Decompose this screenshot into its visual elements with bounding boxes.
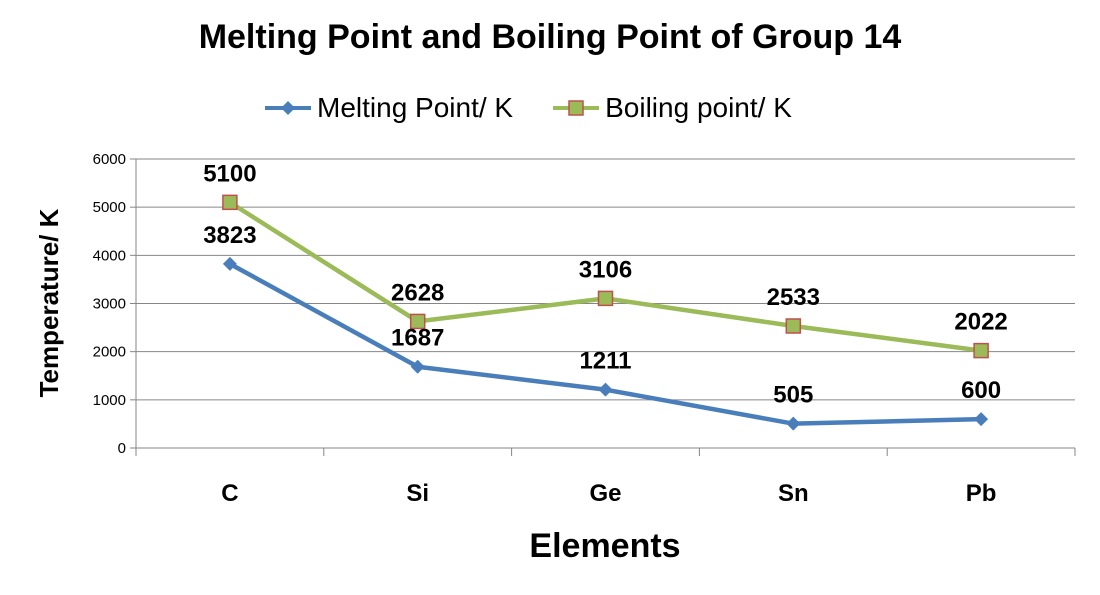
legend-swatch-melting: [265, 101, 311, 115]
series-lines: [222, 194, 989, 431]
data-label: 5100: [203, 160, 256, 187]
data-label: 2628: [391, 279, 444, 306]
point-marker: [974, 412, 989, 427]
point-marker: [222, 256, 237, 271]
y-tick-label: 3000: [93, 296, 126, 313]
point-marker: [222, 194, 238, 211]
legend-label-boiling: Boiling point/ K: [605, 92, 792, 123]
y-tick-label: 0: [118, 440, 126, 457]
data-label: 3106: [579, 256, 632, 283]
y-tick-label: 5000: [93, 199, 126, 216]
x-axis-title: Elements: [529, 527, 680, 565]
x-tick-label: C: [221, 480, 238, 507]
legend-item-melting: Melting Point/ K: [265, 92, 513, 124]
point-marker: [598, 382, 613, 397]
x-tick-label: Ge: [589, 480, 621, 507]
y-tick-label: 4000: [93, 247, 126, 264]
legend-swatch-boiling: [553, 100, 600, 116]
data-labels: 3823 1687 1211 505 600 5100 2628 3106 2533 2022: [203, 160, 1008, 408]
y-tick-label: 1000: [93, 392, 126, 409]
data-label: 600: [961, 377, 1001, 404]
data-label: 2022: [954, 309, 1007, 336]
x-tick-label: Pb: [966, 480, 997, 507]
x-tick-label: Si: [406, 480, 429, 507]
legend: Melting Point/ K Boiling point/ K: [265, 88, 832, 128]
point-marker: [410, 359, 425, 374]
data-label: 505: [773, 382, 813, 409]
point-marker: [786, 416, 801, 431]
data-label: 1687: [391, 325, 444, 352]
point-marker: [409, 313, 426, 330]
y-tick-label: 6000: [93, 151, 126, 168]
axes: 0 1000 2000 3000 4000 5000 6000 C Si Ge Sn Pb: [93, 151, 1076, 507]
x-tick-label: Sn: [778, 480, 809, 507]
y-axis-title: Temperature/ K: [34, 208, 64, 397]
point-marker: [785, 318, 802, 334]
data-label: 3823: [203, 222, 256, 249]
chart-title: Melting Point and Boiling Point of Group…: [198, 18, 902, 56]
point-marker: [597, 290, 614, 307]
legend-item-boiling: Boiling point/ K: [553, 92, 792, 124]
data-label: 2533: [767, 284, 820, 311]
y-tick-label: 2000: [93, 344, 126, 361]
legend-label-melting: Melting Point/ K: [317, 92, 514, 123]
data-label: 1211: [579, 348, 631, 375]
point-marker: [973, 342, 989, 359]
